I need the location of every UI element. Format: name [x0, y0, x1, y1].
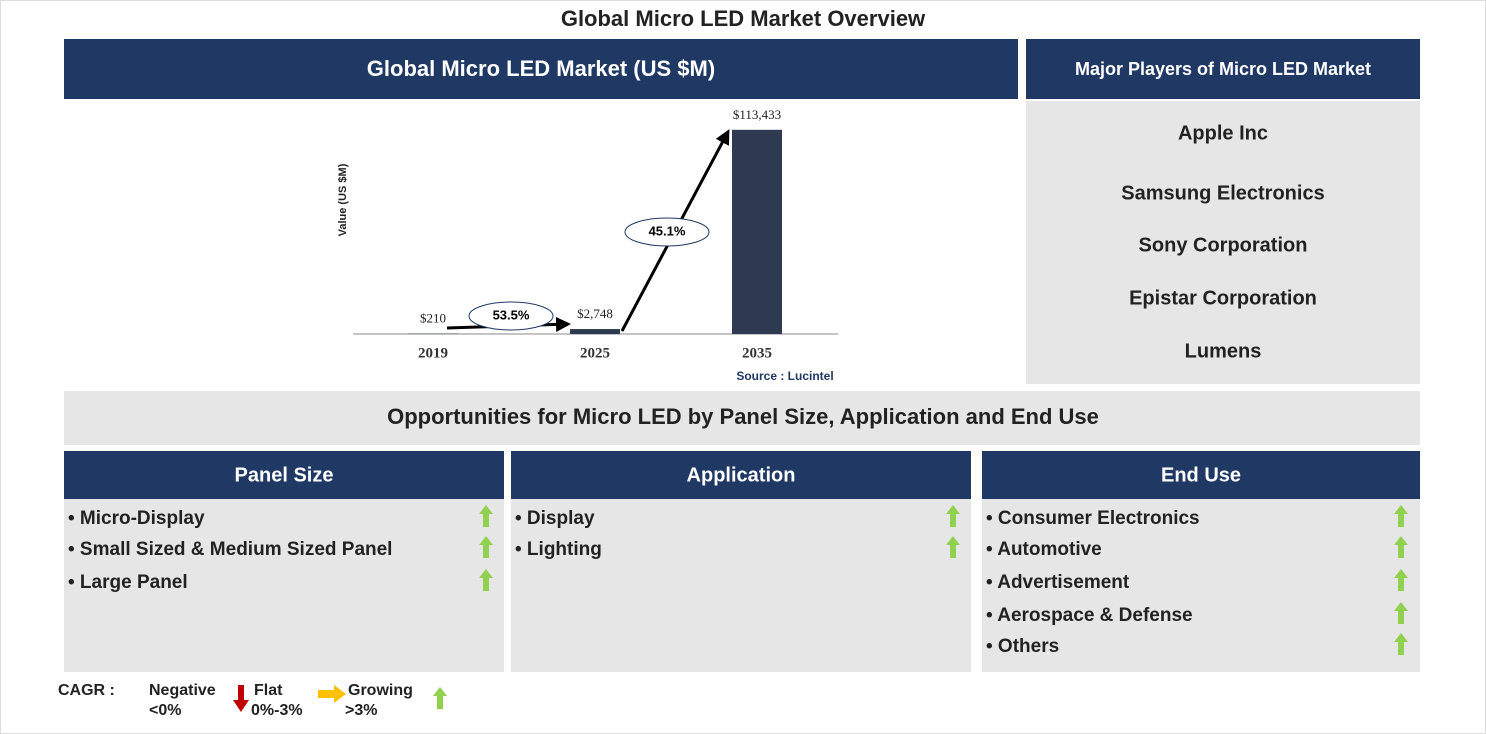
x-tick-label: 2019	[418, 345, 448, 361]
trend-arrow	[479, 505, 493, 527]
column-body	[511, 499, 971, 672]
players-panel	[1026, 101, 1420, 384]
player-name: Lumens	[1185, 340, 1262, 362]
cagr-bubble	[624, 217, 710, 247]
column-item: • Display	[515, 508, 595, 529]
legend-label: Flat	[254, 682, 283, 699]
cagr-label: 53.5%	[493, 307, 530, 322]
opportunities-header	[64, 391, 1420, 445]
trend-arrow	[479, 569, 493, 591]
column-item: • Aerospace & Defense	[986, 605, 1193, 626]
column-header	[511, 451, 971, 499]
players-title: Major Players of Micro LED Market	[1075, 59, 1371, 79]
column-item: • Automotive	[986, 539, 1102, 560]
trend-arrow	[1394, 505, 1408, 527]
player-name: Sony Corporation	[1139, 234, 1308, 256]
x-tick-label: 2025	[580, 345, 610, 361]
player-name: Samsung Electronics	[1121, 182, 1324, 204]
bar	[732, 129, 782, 334]
legend-down-arrow	[233, 685, 249, 712]
legend-right-arrow	[318, 685, 346, 703]
opportunities-title: Opportunities for Micro LED by Panel Siz…	[387, 404, 1099, 429]
column-title: Application	[687, 464, 796, 486]
trend-arrow	[1394, 536, 1408, 558]
column-body	[982, 499, 1420, 672]
player-name: Epistar Corporation	[1129, 287, 1317, 309]
column-title: Panel Size	[235, 464, 334, 486]
column-item: • Small Sized & Medium Sized Panel	[68, 539, 392, 560]
legend-range: 0%-3%	[251, 702, 303, 719]
x-tick-label: 2035	[742, 345, 772, 361]
column-item: • Advertisement	[986, 572, 1130, 593]
column-title: End Use	[1161, 464, 1241, 486]
value-label: $113,433	[733, 107, 781, 122]
trend-arrow	[1394, 602, 1408, 624]
column-header	[982, 451, 1420, 499]
source: Source : Lucintel	[736, 369, 833, 383]
legend-label: Growing	[348, 682, 413, 699]
legend-label: Negative	[149, 682, 216, 699]
column-item: • Micro-Display	[68, 508, 205, 529]
cagr-bubble	[468, 301, 554, 331]
trend-arrow	[479, 536, 493, 558]
column-item: • Lighting	[515, 539, 602, 560]
legend-range: <0%	[149, 702, 181, 719]
legend-title: CAGR :	[58, 682, 115, 699]
chart-title: Global Micro LED Market (US $M)	[367, 56, 715, 81]
bar	[570, 329, 620, 334]
trend-arrow	[1394, 633, 1408, 655]
trend-arrow	[1394, 569, 1408, 591]
column-body	[64, 499, 504, 672]
column-item: • Others	[986, 636, 1059, 657]
column-header	[64, 451, 504, 499]
trend-arrow	[946, 536, 960, 558]
cagr-label: 45.1%	[649, 223, 686, 238]
value-label: $2,748	[577, 306, 613, 321]
y-axis-label: Value (US $M)	[337, 163, 349, 236]
chart-header	[64, 39, 1018, 99]
column-item: • Large Panel	[68, 572, 188, 593]
trend-arrow	[946, 505, 960, 527]
players-header	[1026, 39, 1420, 99]
trend-arrow	[433, 687, 447, 709]
legend-range: >3%	[345, 702, 377, 719]
page-title: Global Micro LED Market Overview	[561, 6, 926, 31]
value-label: $210	[420, 311, 446, 326]
player-name: Apple Inc	[1178, 122, 1268, 144]
column-item: • Consumer Electronics	[986, 508, 1200, 529]
